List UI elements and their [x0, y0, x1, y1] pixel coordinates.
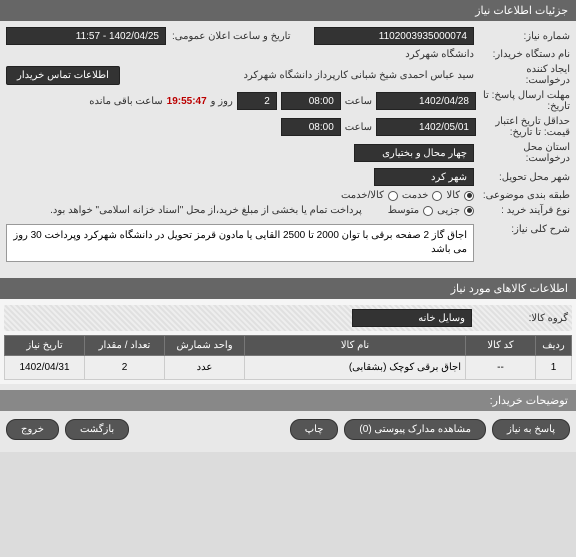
- buyer-notes-header: توضیحات خریدار:: [0, 390, 576, 411]
- delivery-city-value: شهر کرد: [374, 168, 474, 186]
- purchase-type-label: نوع فرآیند خرید :: [480, 205, 570, 216]
- small-label: جزیی: [437, 205, 460, 216]
- col-row: ردیف: [536, 336, 572, 356]
- col-unit: واحد شمارش: [165, 336, 245, 356]
- group-label: گروه کالا:: [478, 313, 568, 324]
- cell-qty: 2: [85, 356, 165, 380]
- cell-row-n: 1: [536, 356, 572, 380]
- description-value: اجاق گاز 2 صفحه برقی با توان 2000 تا 250…: [6, 224, 474, 262]
- radio-small[interactable]: [464, 206, 474, 216]
- items-section-header: اطلاعات کالاهای مورد نیاز: [0, 278, 576, 299]
- goods-service-label: کالا/خدمت: [341, 190, 384, 201]
- cell-unit: عدد: [165, 356, 245, 380]
- attachments-button[interactable]: مشاهده مدارک پیوستی (0): [344, 419, 486, 440]
- delivery-city-label: شهر محل تحویل:: [480, 172, 570, 183]
- payment-note: پرداخت تمام یا بخشی از مبلغ خرید،از محل …: [50, 205, 362, 216]
- medium-label: متوسط: [388, 205, 419, 216]
- deadline-date-value: 1402/04/28: [376, 92, 476, 110]
- remaining-label: ساعت باقی مانده: [89, 96, 162, 107]
- announcement-date-label: تاریخ و ساعت اعلان عمومی:: [172, 31, 291, 42]
- requester-value: سید عباس احمدی شیخ شبانی کارپرداز دانشگا…: [126, 70, 474, 81]
- radio-medium[interactable]: [423, 206, 433, 216]
- col-date: تاریخ نیاز: [5, 336, 85, 356]
- exit-button[interactable]: خروج: [6, 419, 59, 440]
- deadline-time-value: 08:00: [281, 92, 341, 110]
- col-code: کد کالا: [466, 336, 536, 356]
- min-validity-time-value: 08:00: [281, 118, 341, 136]
- window-titlebar: جزئیات اطلاعات نیاز: [0, 0, 576, 21]
- request-place-value: چهار محال و بختیاری: [354, 144, 474, 162]
- deadline-label: مهلت ارسال پاسخ: تا تاریخ:: [480, 90, 570, 112]
- reply-button[interactable]: پاسخ به نیاز: [492, 419, 570, 440]
- table-row[interactable]: 1 -- اجاق برقی کوچک (بشقابی) عدد 2 1402/…: [5, 356, 572, 380]
- request-place-label: استان محل درخواست:: [480, 142, 570, 164]
- buyer-device-label: نام دستگاه خریدار:: [480, 49, 570, 60]
- contact-buyer-button[interactable]: اطلاعات تماس خریدار: [6, 66, 120, 85]
- group-value: وسایل خانه: [352, 309, 472, 327]
- buyer-device-value: دانشگاه شهرکرد: [405, 49, 474, 60]
- back-button[interactable]: بازگشت: [65, 419, 129, 440]
- need-number-label: شماره نیاز:: [480, 31, 570, 42]
- col-qty: تعداد / مقدار: [85, 336, 165, 356]
- days-remaining-value: 2: [237, 92, 277, 110]
- announcement-date-value: 1402/04/25 - 11:57: [6, 27, 166, 45]
- items-table: ردیف کد کالا نام کالا واحد شمارش تعداد /…: [4, 335, 572, 380]
- service-label: خدمت: [402, 190, 429, 201]
- countdown-timer: 19:55:47: [167, 96, 207, 107]
- radio-service[interactable]: [432, 191, 442, 201]
- day-and-label: روز و: [211, 96, 233, 107]
- min-validity-label: حداقل تاریخ اعتبار قیمت: تا تاریخ:: [480, 116, 570, 138]
- cell-name: اجاق برقی کوچک (بشقابی): [245, 356, 466, 380]
- time-label-2: ساعت: [345, 122, 372, 133]
- min-validity-date-value: 1402/05/01: [376, 118, 476, 136]
- cell-code: --: [466, 356, 536, 380]
- need-number-value: 1102003935000074: [314, 27, 474, 45]
- category-label: طبقه بندی موضوعی:: [480, 190, 570, 201]
- col-name: نام کالا: [245, 336, 466, 356]
- time-label-1: ساعت: [345, 96, 372, 107]
- requester-label: ایجاد کننده درخواست:: [480, 64, 570, 86]
- cell-date: 1402/04/31: [5, 356, 85, 380]
- radio-goods[interactable]: [464, 191, 474, 201]
- goods-label: کالا: [446, 190, 460, 201]
- radio-goods-service[interactable]: [388, 191, 398, 201]
- description-label: شرح کلی نیاز:: [480, 224, 570, 235]
- print-button[interactable]: چاپ: [290, 419, 339, 440]
